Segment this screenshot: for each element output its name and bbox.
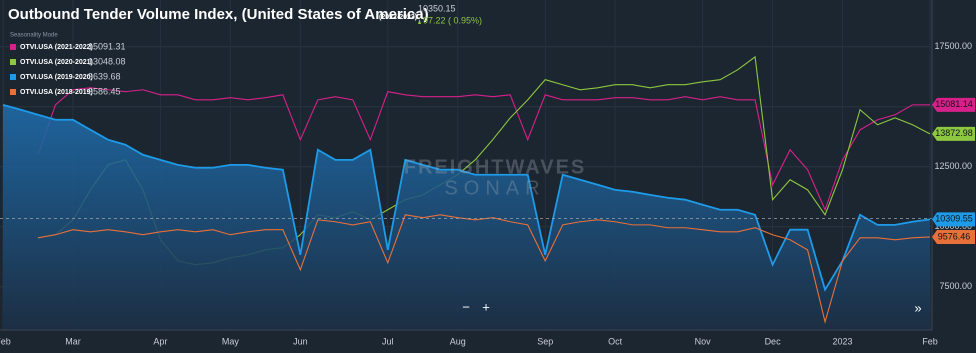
legend-label: OTVI.USA (2019-2020) — [20, 74, 93, 81]
current-value: 10350.15 — [418, 3, 456, 13]
series-line — [37, 214, 931, 324]
title-period: (2022-2023) — [379, 14, 417, 21]
legend-swatch — [10, 44, 16, 50]
value-tag-label: 15081.14 — [935, 99, 973, 109]
x-tick-label: Feb — [922, 336, 938, 346]
change: 97.22 ( 0.95%) — [423, 15, 482, 25]
value-tag — [932, 212, 975, 227]
legend-title: Seasonality Mode — [10, 33, 58, 39]
x-tick-label: Feb — [0, 336, 11, 346]
legend-label: OTVI.USA (2021-2022) — [20, 44, 93, 51]
x-tick-label: Sep — [537, 336, 553, 346]
series-area — [3, 104, 930, 330]
x-tick-label: Mar — [65, 336, 81, 346]
value-tag — [932, 97, 975, 112]
legend-value: 9586.45 — [88, 86, 121, 96]
legend-value: 15091.31 — [88, 41, 126, 51]
value-tag — [932, 229, 975, 244]
x-tick-label: Nov — [695, 336, 712, 346]
zoom-out-button[interactable]: − — [462, 299, 470, 314]
legend-value: 13048.08 — [88, 56, 126, 66]
x-tick-label: May — [222, 336, 240, 346]
watermark: FREIGHTWAVES — [404, 156, 587, 178]
legend-label: OTVI.USA (2020-2021) — [20, 59, 93, 66]
legend-swatch — [10, 59, 16, 65]
legend-swatch — [10, 89, 16, 95]
legend-swatch — [10, 74, 16, 80]
x-tick-label: Jun — [293, 336, 308, 346]
x-tick-label: Apr — [153, 336, 167, 346]
scroll-button[interactable]: » — [914, 300, 921, 315]
zoom-in-button[interactable]: + — [482, 299, 490, 314]
y-tick-label: 17500.00 — [934, 41, 972, 51]
x-tick-label: Oct — [608, 336, 623, 346]
value-tag — [932, 126, 975, 141]
legend-label: OTVI.USA (2018-2019) — [20, 89, 93, 96]
plot-area — [0, 0, 932, 330]
value-tag-label: 10309.55 — [935, 214, 973, 224]
y-tick-label: 7500.00 — [939, 281, 972, 291]
x-tick-label: 2023 — [833, 336, 853, 346]
watermark: SONAR — [444, 177, 545, 199]
series-line — [2, 104, 931, 292]
x-tick-label: Aug — [450, 336, 466, 346]
y-tick-label: 12500.00 — [934, 161, 972, 171]
x-tick-label: Jul — [382, 336, 394, 346]
legend-value: 9639.68 — [88, 71, 121, 81]
up-arrow — [418, 19, 421, 24]
chart-title: Outbound Tender Volume Index, (United St… — [8, 6, 429, 23]
value-tag-label: 13872.98 — [935, 128, 973, 138]
axis-panel — [932, 0, 976, 353]
x-tick-label: Dec — [765, 336, 782, 346]
series-line — [37, 87, 931, 212]
value-tag-label: 9576.46 — [938, 231, 971, 241]
